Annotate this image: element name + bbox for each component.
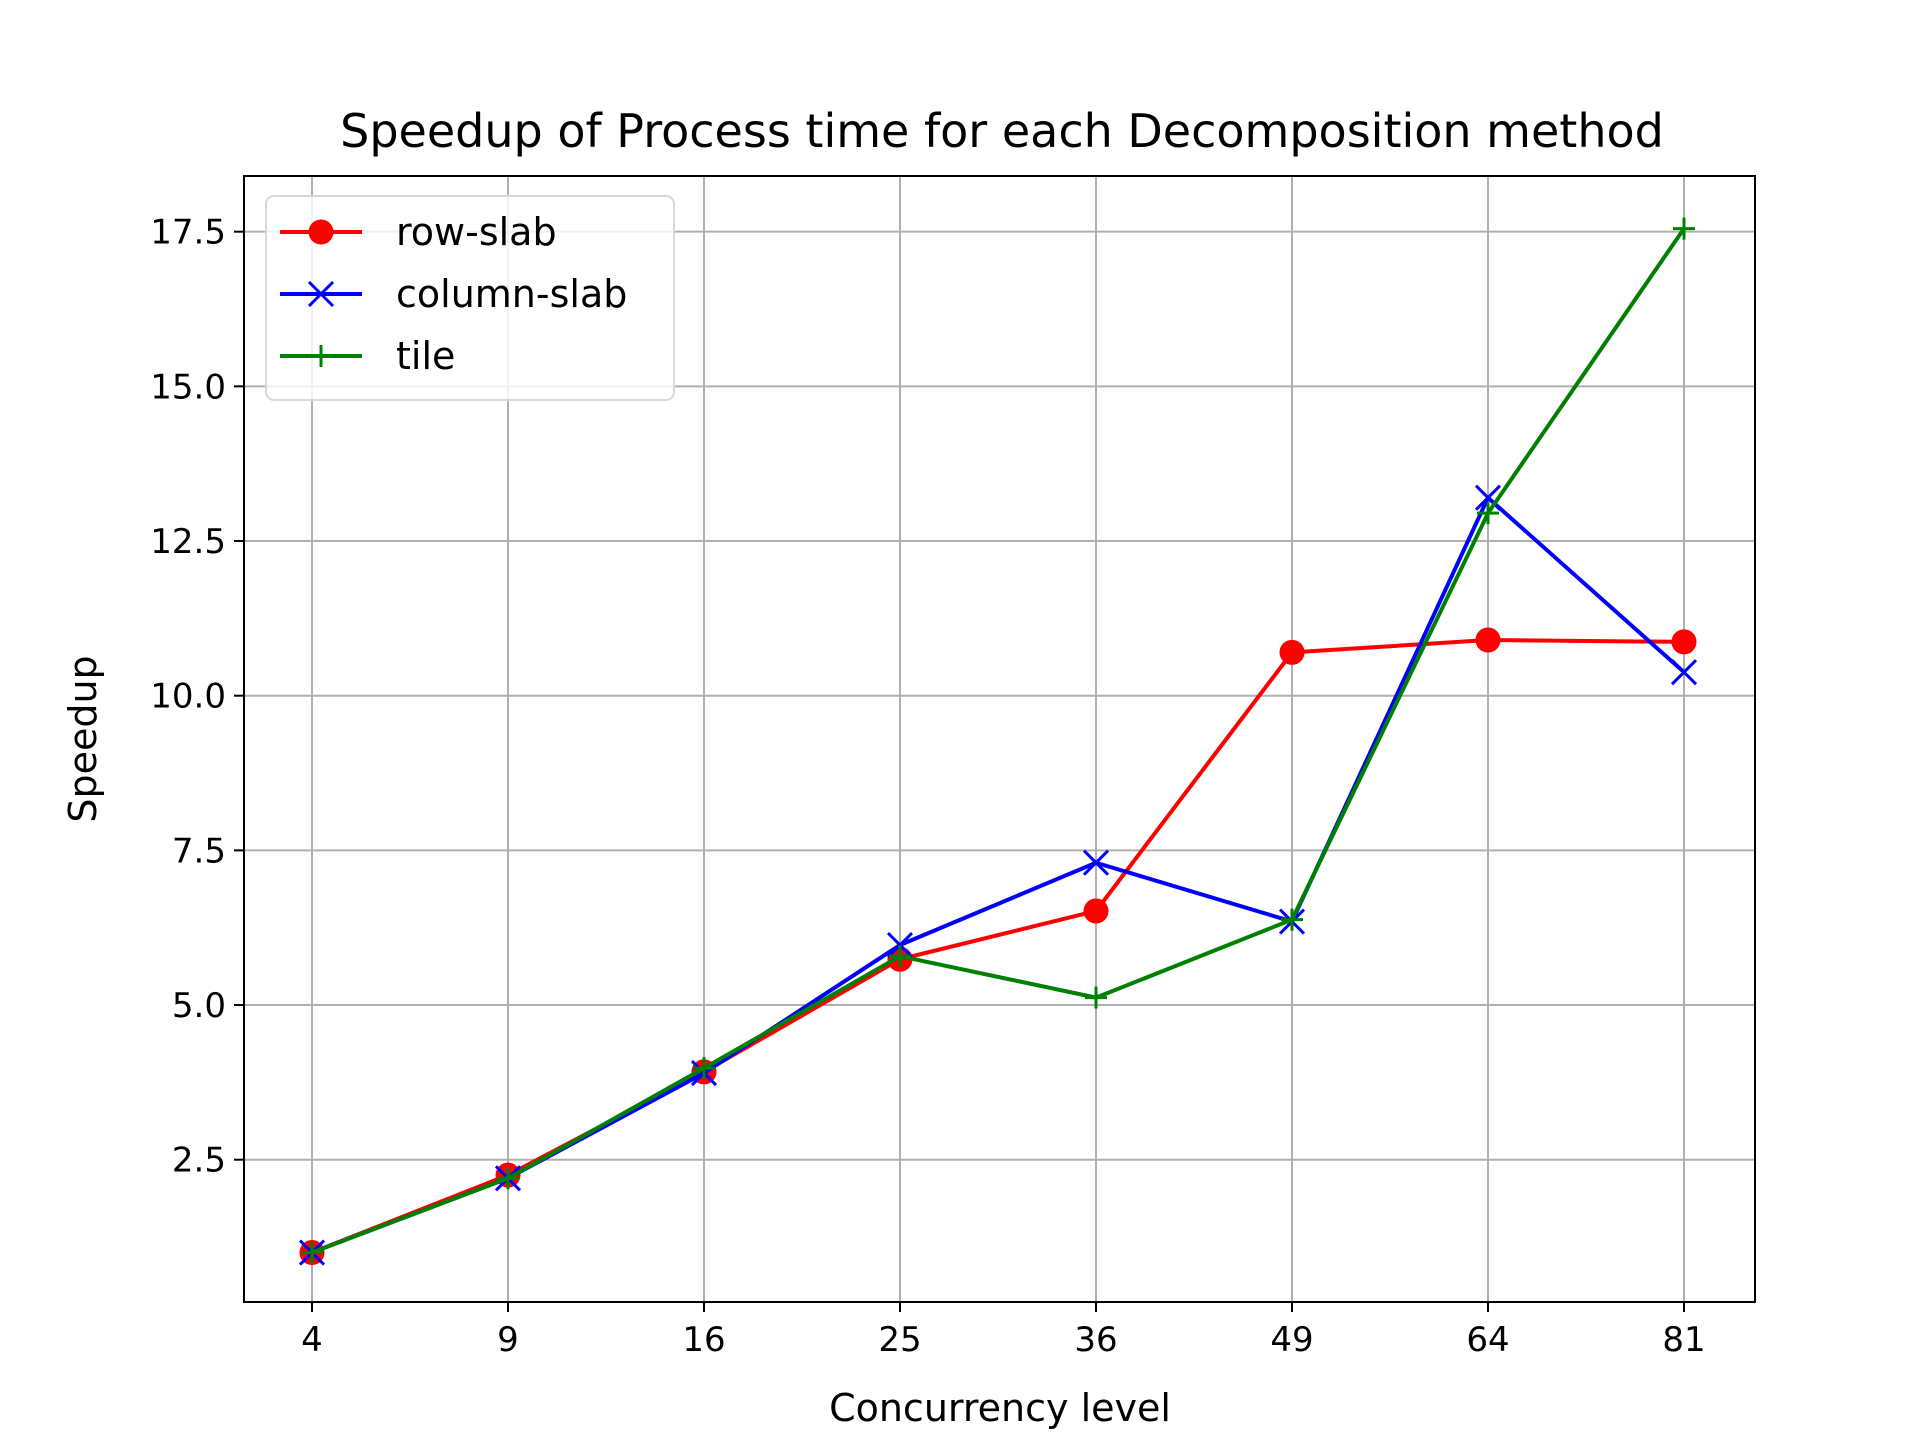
legend-label-column-slab: column-slab: [396, 272, 627, 316]
legend: row-slab column-slab tile: [265, 195, 675, 401]
y-tick-label: 17.5: [150, 213, 226, 253]
data-point-tile: [1673, 217, 1695, 240]
x-tick-label: 36: [1074, 1320, 1117, 1360]
data-point-tile: [1085, 986, 1107, 1009]
data-point-tile: [693, 1057, 715, 1080]
data-point-tile: [889, 945, 911, 968]
data-point-row-slab: [1671, 629, 1697, 655]
y-axis-label: Speedup: [61, 655, 105, 822]
plot-area-frame: [243, 175, 1756, 1303]
legend-marker-tile: [310, 345, 332, 367]
data-point-column-slab: [886, 931, 914, 959]
x-marker-stroke: [1474, 484, 1502, 511]
x-tick-label: 25: [878, 1320, 921, 1360]
data-series: [298, 217, 1698, 1266]
x-tick-label: 81: [1662, 1320, 1705, 1360]
chart-title: Speedup of Process time for each Decompo…: [340, 104, 1664, 158]
y-tick-label: 7.5: [172, 831, 226, 871]
x-marker-stroke: [307, 280, 335, 308]
legend-label-row-slab: row-slab: [396, 210, 557, 254]
y-tick-label: 2.5: [172, 1141, 226, 1181]
y-tick-label: 10.0: [150, 677, 226, 717]
data-point-row-slab: [1083, 898, 1109, 924]
x-tick-label: 49: [1270, 1320, 1313, 1360]
data-point-row-slab: [1279, 639, 1305, 665]
axes: 4 9 16 25 36 49 64 812.55.07.510.012.515.017.5: [150, 213, 1705, 1360]
data-point-column-slab: [1082, 849, 1110, 876]
data-point-tile: [301, 1241, 323, 1264]
data-point-tile: [497, 1167, 519, 1190]
x-marker-stroke: [886, 931, 914, 959]
legend-label-tile: tile: [396, 334, 455, 378]
data-point-column-slab: [1474, 484, 1502, 511]
data-point-row-slab: [1475, 627, 1501, 653]
data-point-tile: [1281, 908, 1303, 931]
x-marker-stroke: [1082, 849, 1110, 876]
x-tick-label: 9: [497, 1320, 519, 1360]
x-tick-label: 64: [1466, 1320, 1509, 1360]
y-tick-label: 12.5: [150, 522, 226, 562]
x-tick-label: 4: [301, 1320, 323, 1360]
legend-marker-column-slab: [307, 280, 335, 308]
x-tick-label: 16: [682, 1320, 725, 1360]
grid-lines: [244, 176, 1755, 1302]
x-axis-label: Concurrency level: [829, 1386, 1171, 1430]
x-marker-stroke: [1670, 659, 1698, 686]
y-tick-label: 15.0: [150, 367, 226, 407]
legend-box: [265, 195, 675, 401]
data-point-column-slab: [1670, 659, 1698, 686]
tile-line: [310, 226, 1686, 1255]
data-point-tile: [1477, 502, 1499, 525]
legend-marker-row-slab: [308, 219, 334, 245]
y-tick-label: 5.0: [172, 986, 226, 1026]
